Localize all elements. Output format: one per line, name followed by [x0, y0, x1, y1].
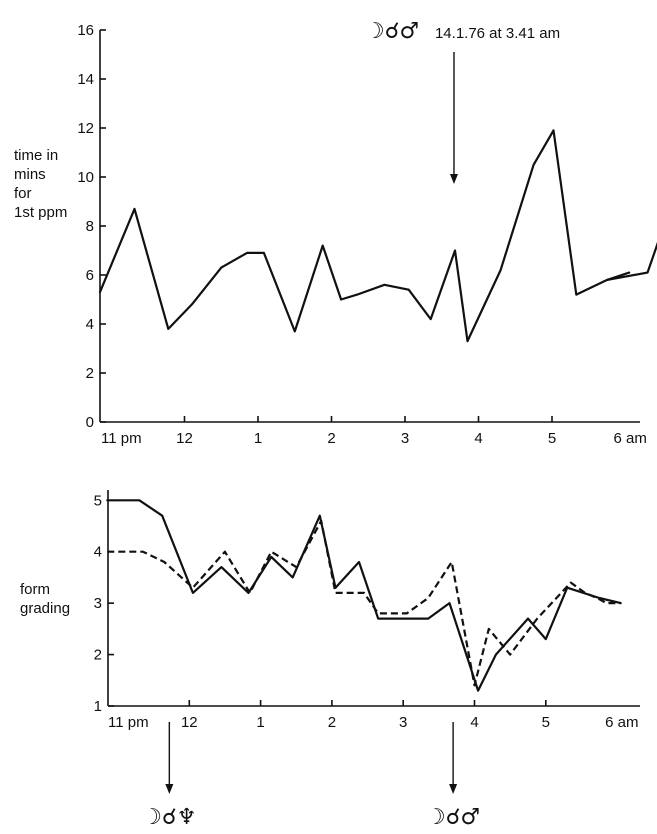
x-tick-label: 12	[181, 714, 198, 731]
x-tick-label: 2	[328, 714, 336, 731]
conjunction-arrow	[449, 52, 458, 184]
series-line-dashed	[107, 519, 621, 687]
conjunction-arrow-head	[449, 174, 458, 184]
conjunction-arrow-head	[165, 784, 174, 794]
x-tick-label: 6 am	[605, 714, 638, 731]
y-tick-label: 2	[86, 365, 94, 382]
y-tick-label: 4	[86, 316, 94, 333]
series-line-solid	[98, 129, 631, 343]
x-tick-label: 11 pm	[108, 714, 149, 731]
y-tick-label: 6	[86, 267, 94, 284]
y-tick-label: 5	[94, 492, 102, 509]
series-line-solid	[106, 499, 622, 692]
x-tick-label: 5	[542, 714, 550, 731]
conjunction-symbol: ☽☌♂	[426, 805, 480, 830]
y-axis-label-line: time in	[14, 147, 58, 164]
y-tick-label: 0	[86, 414, 94, 431]
y-tick-label: 12	[77, 120, 94, 137]
y-axis-label-line: grading	[20, 600, 70, 617]
x-tick-label: 3	[399, 714, 407, 731]
y-axis-label-line: 1st ppm	[14, 204, 67, 221]
y-axis-label-line: form	[20, 581, 50, 598]
conjunction-arrow-head	[449, 784, 458, 794]
x-tick-label: 6 am	[614, 430, 647, 447]
x-tick-label: 2	[327, 430, 335, 447]
conjunction-date-label: 14.1.76 at 3.41 am	[435, 25, 560, 42]
x-tick-label: 12	[176, 430, 193, 447]
y-tick-label: 10	[77, 169, 94, 186]
x-tick-label: 11 pm	[101, 430, 142, 447]
conjunction-arrow	[449, 722, 458, 794]
y-tick-label: 2	[94, 647, 102, 664]
x-tick-label: 1	[254, 430, 262, 447]
x-tick-label: 4	[474, 430, 482, 447]
x-tick-label: 3	[401, 430, 409, 447]
y-axis-label-line: mins	[14, 166, 46, 183]
x-tick-label: 1	[256, 714, 264, 731]
y-axis-label-line: for	[14, 185, 32, 202]
y-tick-label: 14	[77, 71, 94, 88]
y-tick-label: 1	[94, 698, 102, 715]
series-line-solid	[605, 241, 657, 281]
y-tick-label: 4	[94, 544, 102, 561]
conjunction-symbol: ☽☌♂	[365, 19, 419, 44]
x-tick-label: 5	[548, 430, 556, 447]
y-tick-label: 3	[94, 595, 102, 612]
y-tick-label: 8	[86, 218, 94, 235]
conjunction-arrow	[165, 722, 174, 794]
conjunction-symbol: ☽☌♆	[142, 805, 196, 830]
y-tick-label: 16	[77, 22, 94, 39]
x-tick-label: 4	[470, 714, 478, 731]
